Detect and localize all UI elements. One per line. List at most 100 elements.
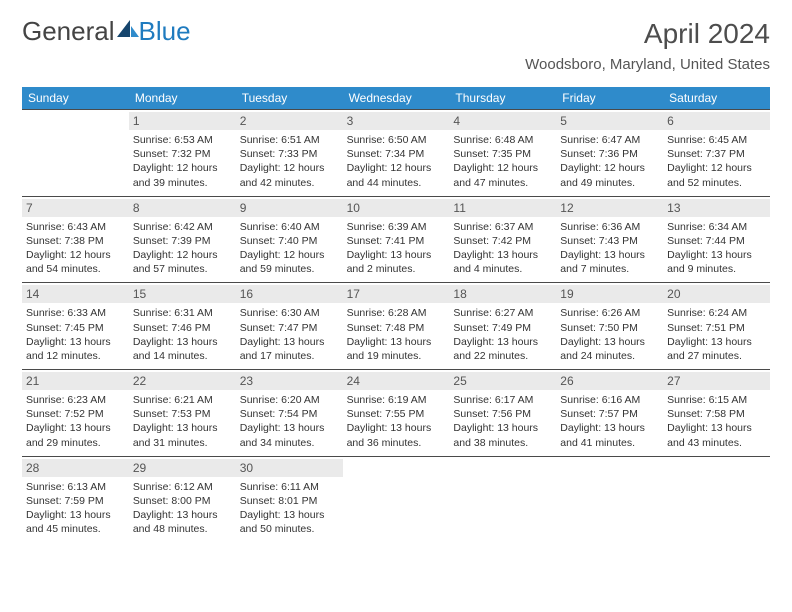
sunrise-line: Sunrise: 6:40 AM (240, 220, 339, 234)
daylight-line: Daylight: 12 hours and 59 minutes. (240, 248, 339, 276)
day-number: 14 (22, 285, 129, 303)
daylight-line: Daylight: 13 hours and 17 minutes. (240, 335, 339, 363)
day-number: 13 (663, 199, 770, 217)
daylight-line: Daylight: 12 hours and 39 minutes. (133, 161, 232, 189)
day-number: 3 (343, 112, 450, 130)
day-cell: 19Sunrise: 6:26 AMSunset: 7:50 PMDayligh… (556, 283, 663, 369)
empty-cell (343, 457, 450, 543)
weekday-header: Thursday (449, 87, 556, 109)
day-number: 17 (343, 285, 450, 303)
sunrise-line: Sunrise: 6:43 AM (26, 220, 125, 234)
day-cell: 26Sunrise: 6:16 AMSunset: 7:57 PMDayligh… (556, 370, 663, 456)
week-row: 28Sunrise: 6:13 AMSunset: 7:59 PMDayligh… (22, 456, 770, 543)
day-cell: 17Sunrise: 6:28 AMSunset: 7:48 PMDayligh… (343, 283, 450, 369)
daylight-line: Daylight: 12 hours and 54 minutes. (26, 248, 125, 276)
day-number: 15 (129, 285, 236, 303)
daylight-line: Daylight: 13 hours and 45 minutes. (26, 508, 125, 536)
sunrise-line: Sunrise: 6:36 AM (560, 220, 659, 234)
daylight-line: Daylight: 13 hours and 48 minutes. (133, 508, 232, 536)
sunset-line: Sunset: 7:51 PM (667, 321, 766, 335)
daylight-line: Daylight: 12 hours and 57 minutes. (133, 248, 232, 276)
sunset-line: Sunset: 7:39 PM (133, 234, 232, 248)
week-row: 14Sunrise: 6:33 AMSunset: 7:45 PMDayligh… (22, 282, 770, 369)
sunset-line: Sunset: 7:38 PM (26, 234, 125, 248)
sunset-line: Sunset: 7:58 PM (667, 407, 766, 421)
day-number: 4 (449, 112, 556, 130)
sunrise-line: Sunrise: 6:39 AM (347, 220, 446, 234)
day-cell: 21Sunrise: 6:23 AMSunset: 7:52 PMDayligh… (22, 370, 129, 456)
sunset-line: Sunset: 7:50 PM (560, 321, 659, 335)
day-cell: 1Sunrise: 6:53 AMSunset: 7:32 PMDaylight… (129, 110, 236, 196)
daylight-line: Daylight: 13 hours and 2 minutes. (347, 248, 446, 276)
day-cell: 6Sunrise: 6:45 AMSunset: 7:37 PMDaylight… (663, 110, 770, 196)
daylight-line: Daylight: 13 hours and 29 minutes. (26, 421, 125, 449)
day-number: 28 (22, 459, 129, 477)
sunset-line: Sunset: 7:34 PM (347, 147, 446, 161)
sunrise-line: Sunrise: 6:16 AM (560, 393, 659, 407)
week-row: 21Sunrise: 6:23 AMSunset: 7:52 PMDayligh… (22, 369, 770, 456)
day-cell: 9 Sunrise: 6:40 AMSunset: 7:40 PMDaylight… (236, 197, 343, 283)
empty-cell (449, 457, 556, 543)
sunset-line: Sunset: 7:56 PM (453, 407, 552, 421)
daylight-line: Daylight: 12 hours and 52 minutes. (667, 161, 766, 189)
sunset-line: Sunset: 7:36 PM (560, 147, 659, 161)
sunrise-line: Sunrise: 6:19 AM (347, 393, 446, 407)
day-number: 6 (663, 112, 770, 130)
sunset-line: Sunset: 7:57 PM (560, 407, 659, 421)
sunset-line: Sunset: 7:40 PM (240, 234, 339, 248)
weekday-header: Saturday (663, 87, 770, 109)
sunrise-line: Sunrise: 6:47 AM (560, 133, 659, 147)
day-number: 29 (129, 459, 236, 477)
daylight-line: Daylight: 13 hours and 22 minutes. (453, 335, 552, 363)
daylight-line: Daylight: 13 hours and 36 minutes. (347, 421, 446, 449)
daylight-line: Daylight: 12 hours and 42 minutes. (240, 161, 339, 189)
day-number: 22 (129, 372, 236, 390)
day-cell: 24Sunrise: 6:19 AMSunset: 7:55 PMDayligh… (343, 370, 450, 456)
sunset-line: Sunset: 8:01 PM (240, 494, 339, 508)
empty-cell (663, 457, 770, 543)
day-cell: 10Sunrise: 6:39 AMSunset: 7:41 PMDayligh… (343, 197, 450, 283)
sunrise-line: Sunrise: 6:11 AM (240, 480, 339, 494)
sunrise-line: Sunrise: 6:34 AM (667, 220, 766, 234)
sunset-line: Sunset: 7:53 PM (133, 407, 232, 421)
daylight-line: Daylight: 13 hours and 19 minutes. (347, 335, 446, 363)
sunrise-line: Sunrise: 6:15 AM (667, 393, 766, 407)
day-number: 12 (556, 199, 663, 217)
day-cell: 18Sunrise: 6:27 AMSunset: 7:49 PMDayligh… (449, 283, 556, 369)
sunrise-line: Sunrise: 6:30 AM (240, 306, 339, 320)
brand-part1: General (22, 18, 115, 44)
sunrise-line: Sunrise: 6:20 AM (240, 393, 339, 407)
day-cell: 16Sunrise: 6:30 AMSunset: 7:47 PMDayligh… (236, 283, 343, 369)
sunset-line: Sunset: 8:00 PM (133, 494, 232, 508)
day-cell: 7 Sunrise: 6:43 AMSunset: 7:38 PMDaylight… (22, 197, 129, 283)
sunrise-line: Sunrise: 6:17 AM (453, 393, 552, 407)
day-cell: 2Sunrise: 6:51 AMSunset: 7:33 PMDaylight… (236, 110, 343, 196)
sunrise-line: Sunrise: 6:27 AM (453, 306, 552, 320)
daylight-line: Daylight: 13 hours and 41 minutes. (560, 421, 659, 449)
sunset-line: Sunset: 7:33 PM (240, 147, 339, 161)
day-cell: 28Sunrise: 6:13 AMSunset: 7:59 PMDayligh… (22, 457, 129, 543)
sunset-line: Sunset: 7:35 PM (453, 147, 552, 161)
day-number: 7 (22, 199, 129, 217)
day-cell: 14Sunrise: 6:33 AMSunset: 7:45 PMDayligh… (22, 283, 129, 369)
page-header: General Blue April 2024 Woodsboro, Maryl… (0, 0, 792, 79)
month-title: April 2024 (525, 18, 770, 50)
day-number: 9 (236, 199, 343, 217)
day-cell: 27Sunrise: 6:15 AMSunset: 7:58 PMDayligh… (663, 370, 770, 456)
sunrise-line: Sunrise: 6:48 AM (453, 133, 552, 147)
day-cell: 29Sunrise: 6:12 AMSunset: 8:00 PMDayligh… (129, 457, 236, 543)
day-cell: 15Sunrise: 6:31 AMSunset: 7:46 PMDayligh… (129, 283, 236, 369)
sunrise-line: Sunrise: 6:23 AM (26, 393, 125, 407)
sunrise-line: Sunrise: 6:51 AM (240, 133, 339, 147)
daylight-line: Daylight: 12 hours and 44 minutes. (347, 161, 446, 189)
sunset-line: Sunset: 7:42 PM (453, 234, 552, 248)
sunset-line: Sunset: 7:59 PM (26, 494, 125, 508)
sunset-line: Sunset: 7:55 PM (347, 407, 446, 421)
weekday-header: Tuesday (236, 87, 343, 109)
daylight-line: Daylight: 13 hours and 50 minutes. (240, 508, 339, 536)
day-number: 25 (449, 372, 556, 390)
day-number: 18 (449, 285, 556, 303)
daylight-line: Daylight: 13 hours and 31 minutes. (133, 421, 232, 449)
sunrise-line: Sunrise: 6:50 AM (347, 133, 446, 147)
day-cell: 11Sunrise: 6:37 AMSunset: 7:42 PMDayligh… (449, 197, 556, 283)
